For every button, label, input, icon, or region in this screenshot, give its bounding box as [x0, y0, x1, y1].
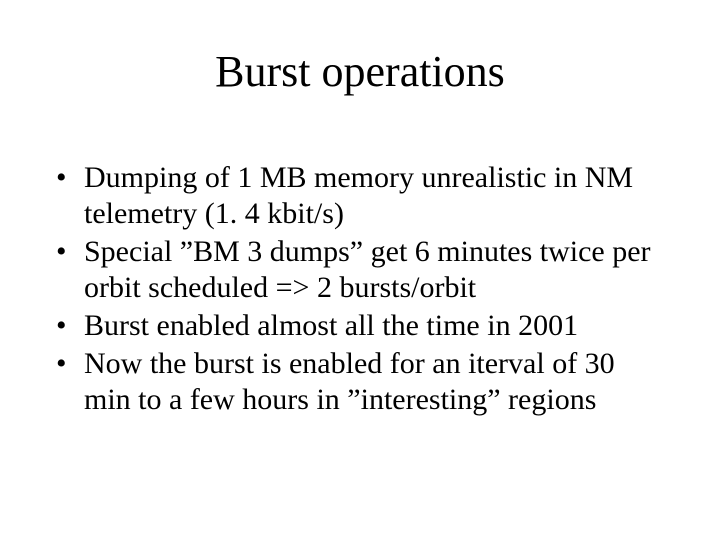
list-item: Burst enabled almost all the time in 200…	[54, 308, 666, 344]
list-item: Now the burst is enabled for an iterval …	[54, 346, 666, 418]
slide: Burst operations Dumping of 1 MB memory …	[0, 0, 720, 540]
slide-title: Burst operations	[0, 48, 720, 96]
list-item: Special ”BM 3 dumps” get 6 minutes twice…	[54, 234, 666, 306]
slide-body: Dumping of 1 MB memory unrealistic in NM…	[54, 160, 666, 420]
list-item: Dumping of 1 MB memory unrealistic in NM…	[54, 160, 666, 232]
bullet-list: Dumping of 1 MB memory unrealistic in NM…	[54, 160, 666, 418]
